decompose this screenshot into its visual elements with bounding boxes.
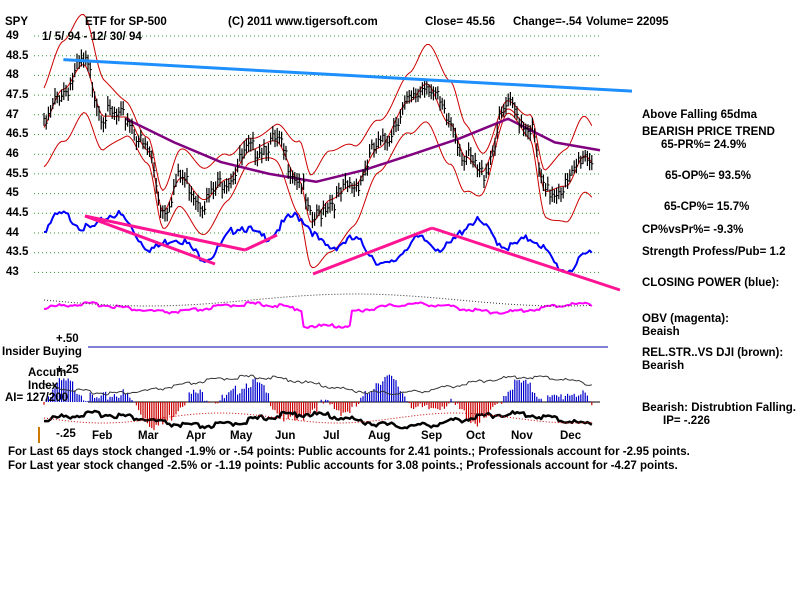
y-tick: 43 [6,266,19,278]
y-tick: 45.5 [6,168,29,180]
accum-ma-line [43,374,592,396]
x-tick: Sep [421,430,443,442]
pr-label: 65-PR%= 24.9% [661,139,747,151]
short-ma-line [43,63,593,223]
x-tick: Oct [466,430,486,442]
strength-label: Strength Profess/Pub= 1.2 [642,246,786,258]
pink-trendline [431,226,621,292]
bollinger-upper [43,14,593,191]
closing-power-line [43,209,593,274]
closing-power-label: CLOSING POWER (blue): [642,277,780,289]
y-tick: 48 [6,69,19,81]
accum-label: Accum [28,367,67,379]
trend-label: BEARISH PRICE TREND [642,126,775,138]
y-tick: 49 [6,30,19,42]
ip-label: IP= -.226 [663,415,710,427]
insider-buying-label: Insider Buying [2,346,82,358]
footer-line-1: For Last 65 days stock changed -1.9% or … [8,446,690,458]
relstr-state: Bearish [642,360,685,372]
obv-state: Beaish [642,326,680,338]
x-tick: Dec [560,430,582,442]
x-tick: Apr [186,430,206,442]
y-tick: 46 [6,148,19,160]
change-value: Change=-.54 [513,16,582,28]
x-tick: May [230,430,253,442]
plus25-label: +.25 [56,364,79,376]
distribution-label: Bearish: Distrubtion Falling. [642,402,796,414]
symbol: SPY [5,16,29,28]
x-tick: Jul [323,430,340,442]
x-tick: Jun [275,430,296,442]
cp-label: 65-CP%= 15.7% [664,201,750,213]
pink-trendline [244,233,278,252]
y-tick: 44 [6,227,19,239]
y-tick: 46.5 [6,128,29,140]
footer-line-2: For Last year stock changed -2.5% or -1.… [8,460,678,472]
ai-label: AI= 127/200 [5,392,68,404]
y-tick: 43.5 [6,246,29,258]
index-label: Index [28,380,59,392]
x-tick: Mar [138,430,159,442]
y-tick: 47 [6,109,19,121]
cp-vs-pr-label: CP%vsPr%= -9.3% [642,224,744,236]
relstr-label: REL.STR..VS DJI (brown): [642,347,784,359]
pink-trendline [84,214,216,266]
bollinger-lower [43,112,593,269]
y-tick: 47.5 [6,89,29,101]
x-tick: Nov [511,430,533,442]
source: (C) 2011 www.tigersoft.com [228,16,378,28]
above-dma-label: Above Falling 65dma [642,109,758,121]
plus50-label: +.50 [56,333,79,345]
y-tick: 44.5 [6,207,29,219]
date-range: 1/ 5/ 94 - 12/ 30/ 94 [42,31,142,43]
pink-trendline [84,214,246,252]
y-tick: 48.5 [6,50,29,62]
obv-ma-line [43,293,592,307]
obv-line [43,301,593,329]
pink-trendline [312,226,433,276]
volume-value: Volume= 22095 [586,16,669,28]
resistance-trendline [63,58,633,93]
obv-label: OBV (magenta): [642,313,729,325]
close-value: Close= 45.56 [425,16,496,28]
minus25-label: -.25 [56,428,76,440]
y-tick: 45 [6,187,19,199]
description: ETF for SP-500 [85,16,167,28]
op-label: 65-OP%= 93.5% [665,170,751,182]
x-tick: Aug [368,430,391,442]
x-tick: Feb [92,430,113,442]
relative-strength-line [43,409,593,430]
